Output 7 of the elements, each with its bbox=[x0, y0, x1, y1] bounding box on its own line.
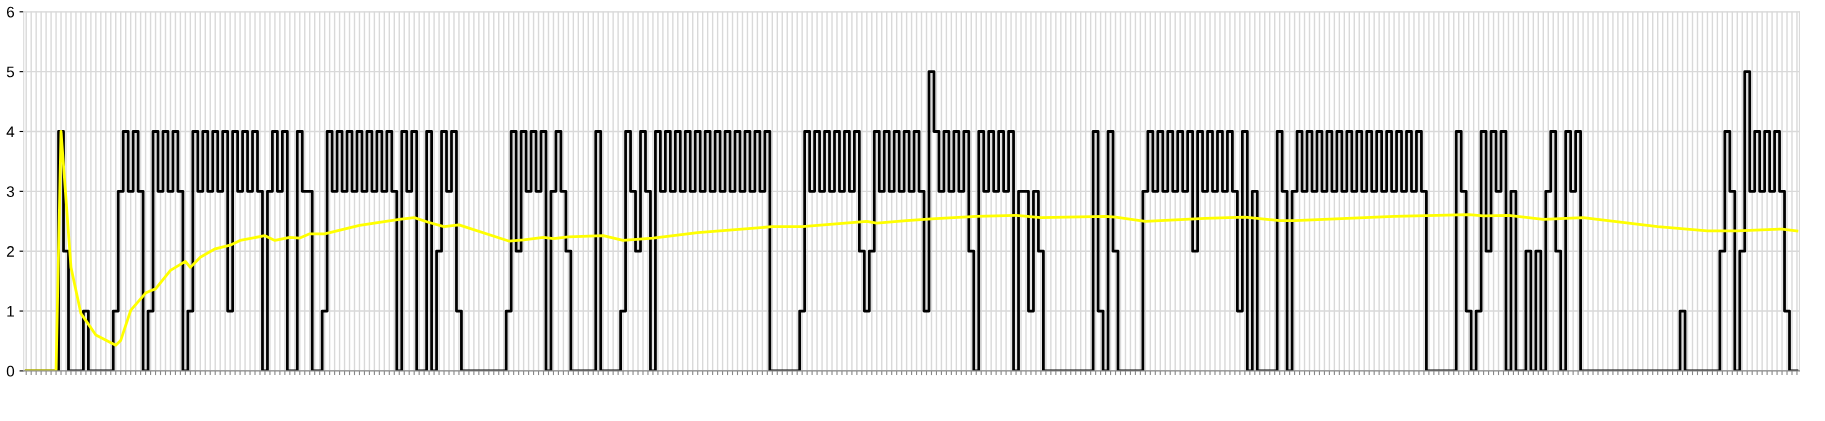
y-tick-label: 0 bbox=[6, 365, 15, 377]
y-tick-label: 2 bbox=[6, 246, 14, 257]
y-tick-label: 3 bbox=[6, 186, 15, 198]
y-tick-label: 6 bbox=[6, 6, 15, 18]
y-tick-label: 1 bbox=[7, 306, 14, 317]
y-tick-label: 4 bbox=[6, 126, 15, 138]
y-tick-label: 5 bbox=[6, 66, 15, 78]
